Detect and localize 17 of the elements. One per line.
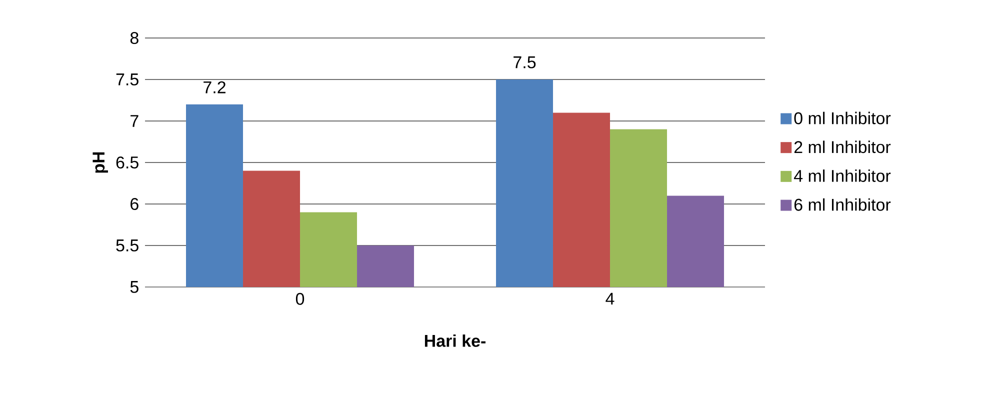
y-tick-label: 7 — [130, 115, 138, 127]
y-tick-label: 8 — [130, 32, 138, 44]
legend-label: 6 ml Inhibitor — [794, 198, 891, 211]
x-tick-label: 4 — [606, 292, 614, 305]
y-tick-label: 5 — [130, 281, 138, 293]
legend-label: 0 ml Inhibitor — [794, 112, 891, 124]
y-tick-label: 5.5 — [116, 240, 138, 252]
legend-label: 4 ml Inhibitor — [794, 170, 891, 182]
y-tick-label: 6 — [130, 198, 138, 210]
data-label: 7.5 — [514, 56, 536, 68]
y-axis-title: pH — [92, 152, 108, 173]
x-axis-title: Hari ke- — [424, 334, 486, 347]
legend-label: 2 ml Inhibitor — [794, 140, 891, 154]
y-tick-label: 6.5 — [116, 156, 138, 169]
data-label: 7.2 — [204, 81, 226, 94]
y-tick-label: 7.5 — [116, 74, 138, 86]
x-tick-label: 0 — [296, 292, 304, 305]
